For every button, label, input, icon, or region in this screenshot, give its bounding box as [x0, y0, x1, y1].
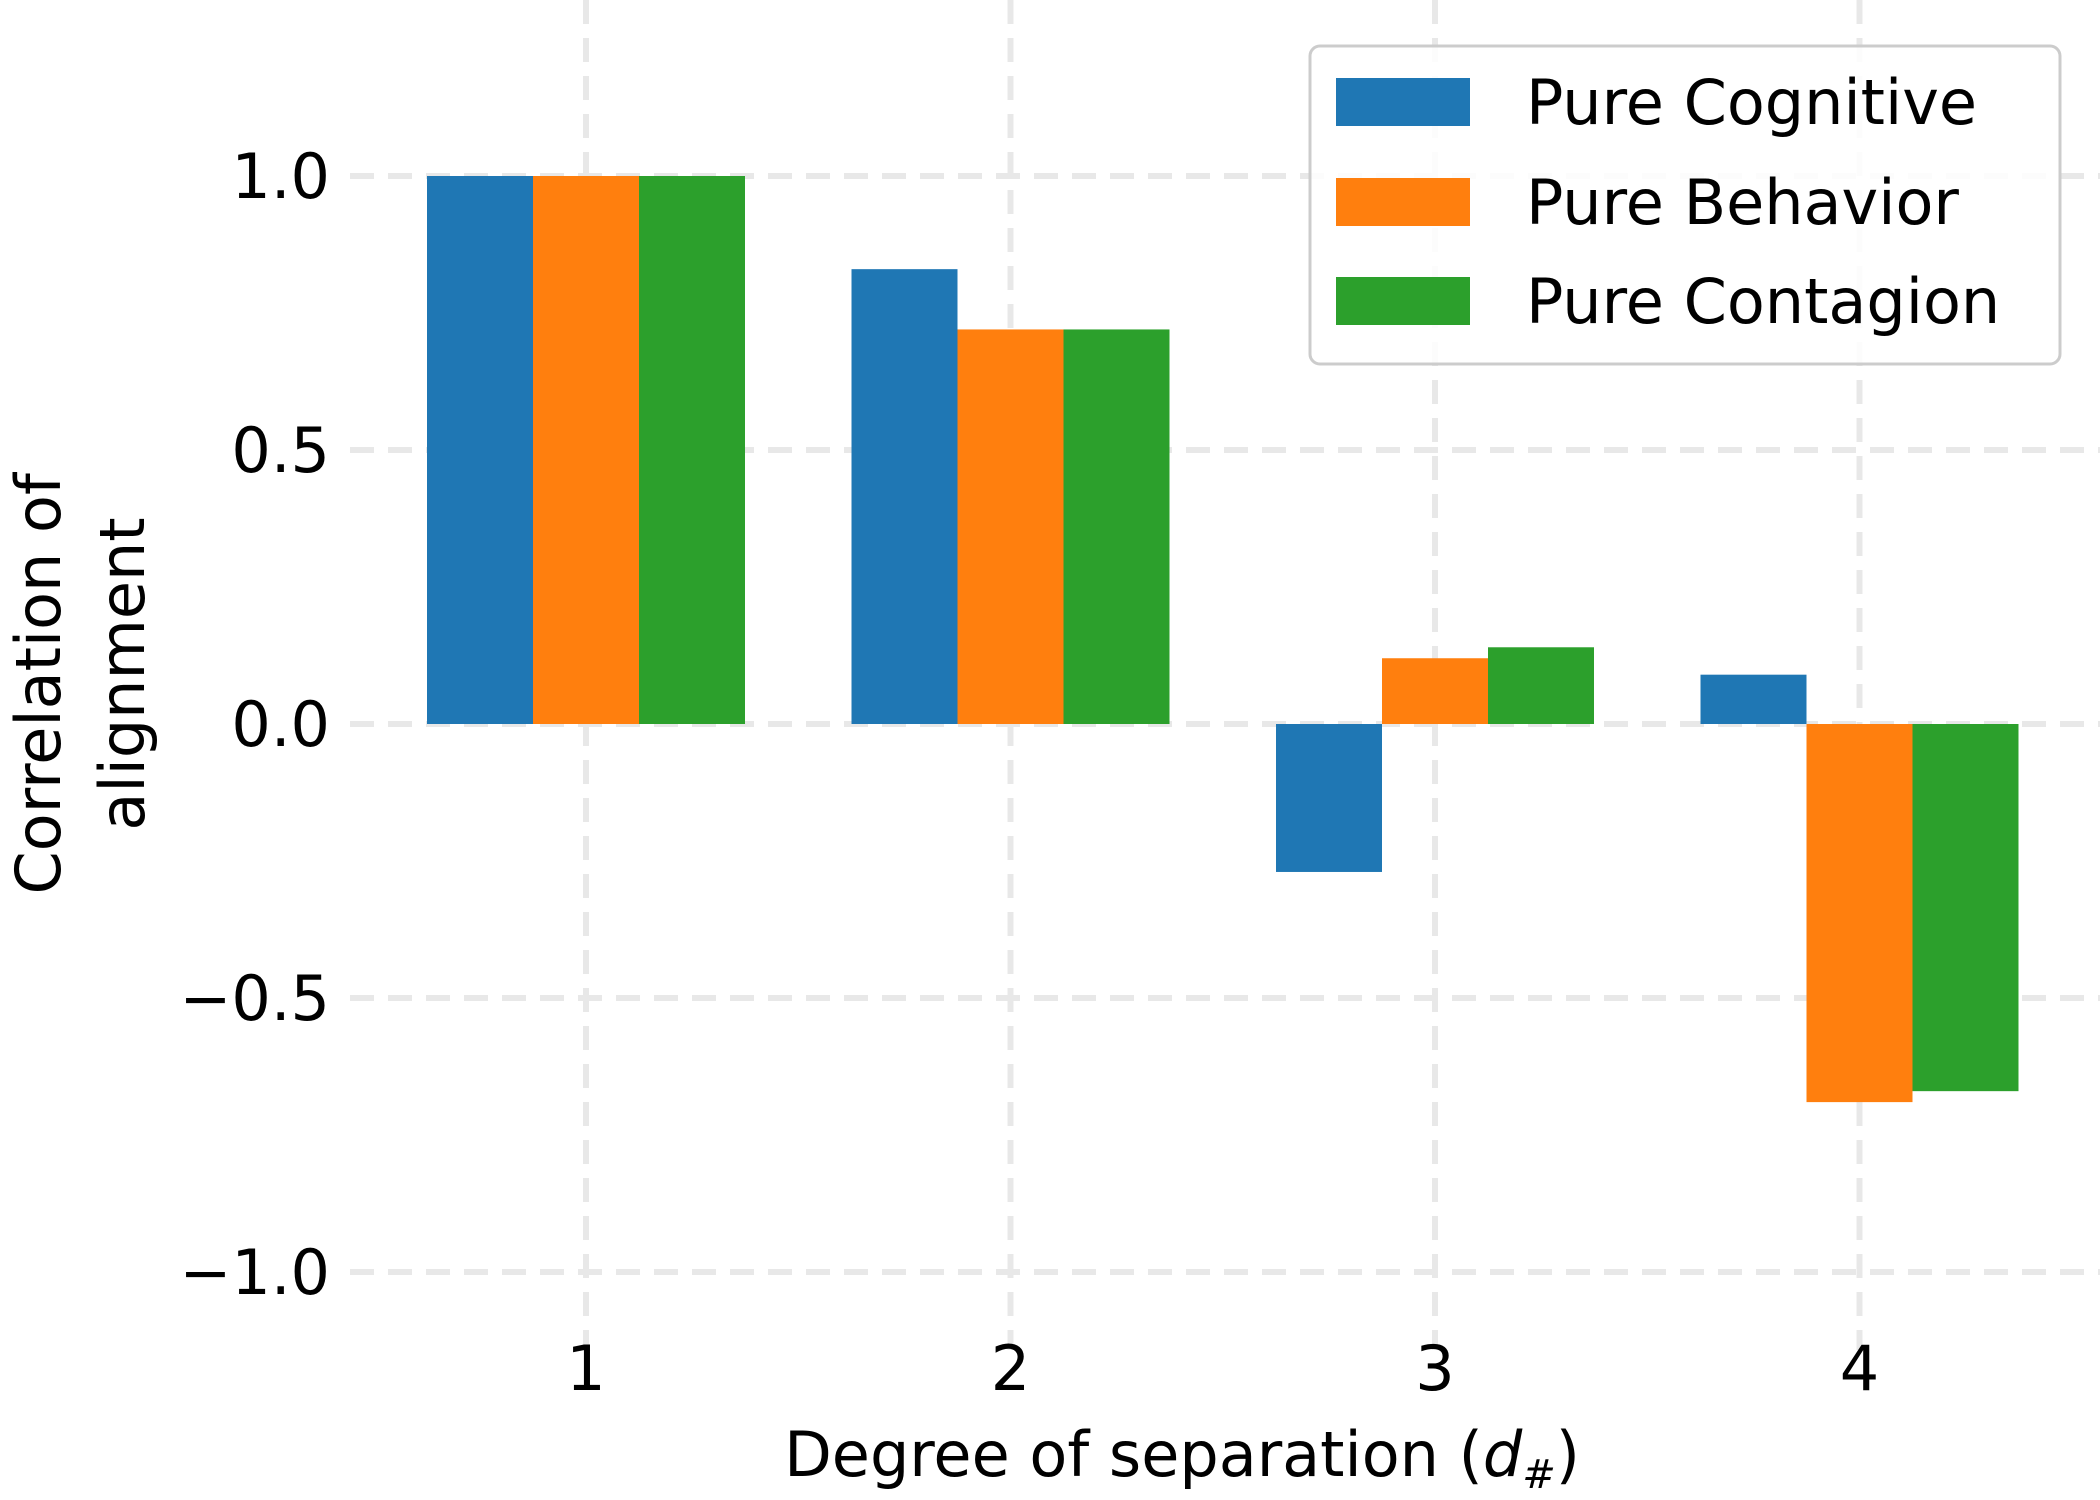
x-tick-label: 4 [1840, 1332, 1879, 1405]
bar-pure-behavior-3 [1382, 658, 1488, 724]
y-tick-label: −0.5 [179, 962, 330, 1035]
legend-label-pure-behavior: Pure Behavior [1526, 166, 1959, 239]
y-tick-labels: 1.0 0.5 0.0 −0.5 −1.0 [179, 140, 330, 1309]
legend-label-pure-cognitive: Pure Cognitive [1526, 66, 1977, 139]
bar-pure-cognitive-2 [851, 269, 958, 724]
legend: Pure Cognitive Pure Behavior Pure Contag… [1308, 44, 2062, 366]
y-tick-label: 0.5 [231, 414, 330, 487]
x-tick-label: 2 [991, 1332, 1030, 1405]
legend-label-pure-contagion: Pure Contagion [1526, 265, 2000, 338]
bar-pure-behavior-1 [533, 176, 639, 724]
legend-frame [1308, 44, 2062, 366]
bar-pure-behavior-4 [1806, 724, 1913, 1103]
bar-pure-contagion-1 [639, 176, 745, 724]
bar-pure-cognitive-1 [427, 176, 533, 724]
x-axis-label: Degree of separation (d#) [784, 1418, 1580, 1498]
x-tick-labels: 1 2 3 4 [566, 1332, 1879, 1405]
bars [427, 176, 2019, 1103]
y-tick-label: 1.0 [231, 140, 330, 213]
bar-pure-behavior-2 [957, 329, 1064, 724]
legend-swatch-pure-cognitive [1336, 78, 1470, 126]
bar-pure-contagion-4 [1912, 724, 2019, 1092]
y-tick-label: 0.0 [231, 688, 330, 761]
bar-pure-contagion-2 [1063, 329, 1170, 724]
y-axis-label: Correlation of alignment [2, 453, 159, 894]
bar-pure-cognitive-4 [1700, 674, 1807, 724]
y-tick-label: −1.0 [179, 1236, 330, 1309]
legend-swatch-pure-contagion [1336, 277, 1470, 325]
bar-pure-cognitive-3 [1276, 724, 1382, 872]
x-tick-label: 3 [1415, 1332, 1454, 1405]
legend-swatch-pure-behavior [1336, 178, 1470, 226]
x-tick-label: 1 [566, 1332, 605, 1405]
bar-pure-contagion-3 [1488, 647, 1594, 724]
